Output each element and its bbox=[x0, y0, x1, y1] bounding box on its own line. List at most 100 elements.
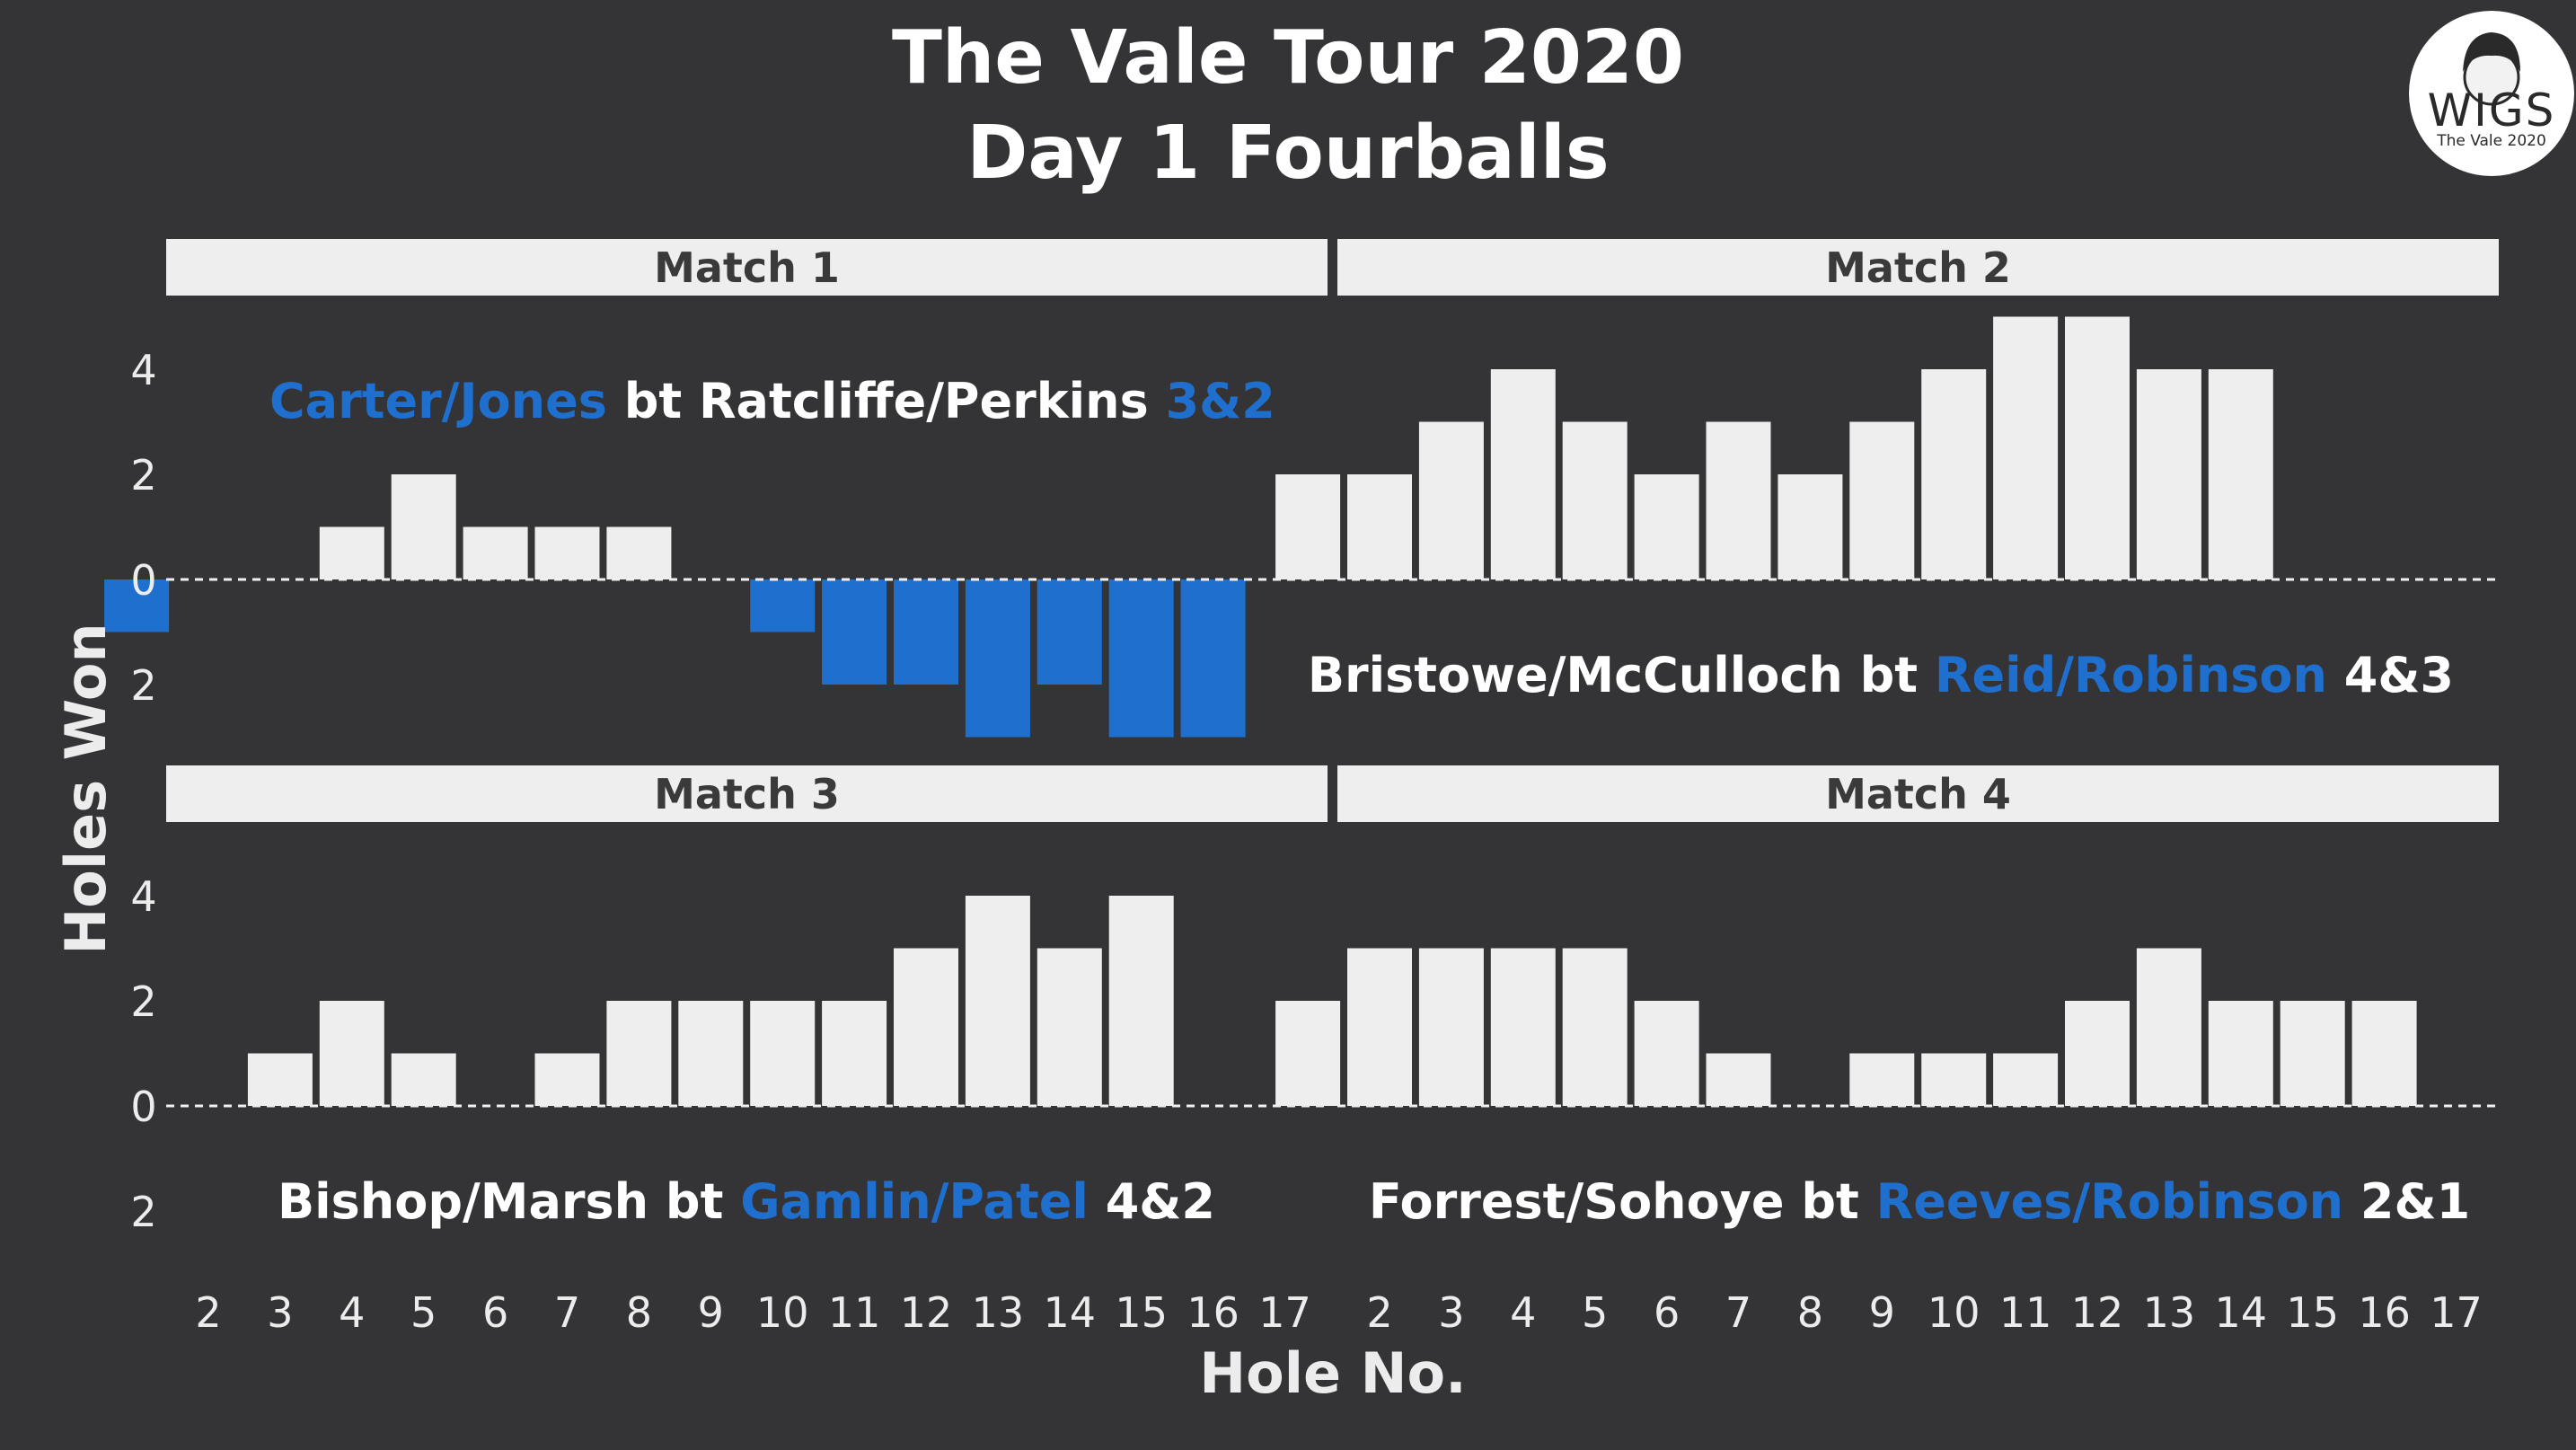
x-tick-label: 8 bbox=[626, 1288, 652, 1337]
annotation-segment: Forrest/Sohoye bt bbox=[1369, 1173, 1876, 1230]
annotation-segment: Reeves/Robinson bbox=[1876, 1173, 2344, 1230]
bar-match2-hole-13 bbox=[2136, 369, 2201, 579]
y-tick-label: 0 bbox=[130, 1083, 156, 1131]
bar-match3-hole-7 bbox=[534, 1053, 600, 1106]
x-tick-label: 13 bbox=[972, 1288, 1025, 1337]
bar-match2-hole-5 bbox=[1562, 421, 1628, 579]
bar-match4-hole-5 bbox=[1562, 948, 1628, 1106]
bar-match4-hole-3 bbox=[1418, 948, 1484, 1106]
bar-match1-hole-15 bbox=[1108, 579, 1174, 738]
hair-icon bbox=[2463, 32, 2520, 72]
bar-match3-hole-5 bbox=[391, 1053, 456, 1106]
bar-match4-hole-2 bbox=[1347, 948, 1412, 1106]
bar-match1-hole-12 bbox=[894, 579, 958, 685]
bar-match2-hole-4 bbox=[1490, 369, 1556, 579]
bar-match3-hole-10 bbox=[750, 1001, 816, 1106]
bar-match4-hole-16 bbox=[2351, 1001, 2417, 1106]
bar-match4-hole-13 bbox=[2136, 948, 2201, 1106]
bar-match1-hole-8 bbox=[606, 526, 672, 579]
x-tick-label: 11 bbox=[828, 1288, 881, 1337]
bar-match3-hole-13 bbox=[965, 896, 1030, 1106]
bar-match2-hole-14 bbox=[2208, 369, 2273, 579]
x-tick-label: 5 bbox=[1582, 1288, 1608, 1337]
facet-panel-2: Match 2 Bristowe/McCulloch bt Reid/Robins… bbox=[1275, 239, 2499, 703]
x-tick-label: 9 bbox=[1869, 1288, 1895, 1337]
bar-match1-hole-16 bbox=[1180, 579, 1246, 738]
x-tick-label: 15 bbox=[2286, 1288, 2339, 1337]
x-tick-label: 10 bbox=[1928, 1288, 1981, 1337]
x-axis-title: Hole No. bbox=[1199, 1340, 1466, 1406]
annotation-segment: Reid/Robinson bbox=[1935, 647, 2327, 703]
x-tick-label: 13 bbox=[2143, 1288, 2196, 1337]
bar-match2-hole-10 bbox=[1921, 369, 1987, 579]
match-result-annotation: Carter/Jones bt Ratcliffe/Perkins 3&2 bbox=[269, 373, 1275, 429]
bar-match3-hole-3 bbox=[247, 1053, 313, 1106]
x-tick-label: 14 bbox=[2215, 1288, 2268, 1337]
bar-match1-hole-7 bbox=[534, 526, 600, 579]
facet-strip bbox=[166, 239, 1328, 296]
bar-match1-hole-4 bbox=[319, 526, 384, 579]
x-tick-label: 14 bbox=[1044, 1288, 1097, 1337]
facet-panel-1: Match 1 Carter/Jones bt Ratcliffe/Perkins… bbox=[104, 239, 1328, 738]
annotation-segment: 3&2 bbox=[1166, 373, 1275, 429]
y-tick-label: 2 bbox=[130, 451, 156, 500]
annotation-segment: bt Ratcliffe/Perkins bbox=[607, 373, 1166, 429]
x-tick-label: 5 bbox=[410, 1288, 437, 1337]
chart-title-line-2: Day 1 Fourballs bbox=[966, 111, 1609, 196]
y-axis-ticks: 4 2 0 2 4 2 0 2 bbox=[130, 346, 156, 1236]
bar-match3-hole-11 bbox=[822, 1001, 887, 1106]
bar-match3-hole-4 bbox=[319, 1001, 384, 1106]
x-tick-label: 15 bbox=[1115, 1288, 1168, 1337]
facet-strip bbox=[166, 765, 1328, 822]
annotation-segment: 2&1 bbox=[2343, 1173, 2470, 1230]
bar-match2-hole-3 bbox=[1418, 421, 1484, 579]
x-tick-label: 17 bbox=[2430, 1288, 2483, 1337]
y-tick-label: 2 bbox=[130, 661, 156, 710]
x-tick-label: 4 bbox=[1510, 1288, 1536, 1337]
bar-match2-hole-8 bbox=[1778, 474, 1843, 579]
bar-match1-hole-6 bbox=[463, 526, 528, 579]
facet-panel-3: Match 3 Bishop/Marsh bt Gamlin/Patel 4&2 bbox=[166, 765, 1328, 1230]
y-tick-label: 2 bbox=[130, 977, 156, 1026]
y-tick-label: 2 bbox=[130, 1188, 156, 1236]
y-tick-label: 4 bbox=[130, 872, 156, 921]
chart-title-line-1: The Vale Tour 2020 bbox=[892, 15, 1684, 101]
bar-match4-hole-6 bbox=[1634, 1001, 1699, 1106]
annotation-segment: Gamlin/Patel bbox=[740, 1173, 1089, 1230]
bar-match4-hole-9 bbox=[1849, 1053, 1915, 1106]
facet-strip bbox=[1337, 765, 2499, 822]
bar-match1-hole-1 bbox=[104, 579, 170, 632]
bar-match2-hole-11 bbox=[1993, 316, 2059, 579]
x-tick-label: 7 bbox=[554, 1288, 580, 1337]
facet-strip-label: Match 4 bbox=[1825, 770, 2011, 818]
x-tick-label: 7 bbox=[1725, 1288, 1751, 1337]
x-tick-label: 12 bbox=[2071, 1288, 2124, 1337]
bar-match4-hole-1 bbox=[1275, 1001, 1341, 1106]
x-axis-ticks: 2 3 4 5 6 7 8 9 10 11 12 13 14 15 16 17 2 3 4 5 6 7 8 9 10 11 12 13… bbox=[195, 1288, 2482, 1337]
annotation-segment: 4&2 bbox=[1089, 1173, 1215, 1230]
bar-match3-hole-15 bbox=[1108, 896, 1174, 1106]
facet-panel-4: Match 4 Forrest/Sohoye bt Reeves/Robinson… bbox=[1275, 765, 2499, 1230]
facet-strip bbox=[1337, 239, 2499, 296]
bar-match4-hole-4 bbox=[1490, 948, 1556, 1106]
bar-match1-hole-13 bbox=[965, 579, 1030, 738]
logo-subtext: The Vale 2020 bbox=[2436, 132, 2546, 150]
x-tick-label: 3 bbox=[1438, 1288, 1464, 1337]
bar-match4-hole-11 bbox=[1993, 1053, 2059, 1106]
y-axis-title: Holes Won bbox=[53, 623, 119, 954]
bar-match3-hole-14 bbox=[1037, 948, 1102, 1106]
match-result-annotation: Bishop/Marsh bt Gamlin/Patel 4&2 bbox=[278, 1173, 1215, 1230]
bar-match2-hole-7 bbox=[1706, 421, 1771, 579]
x-tick-label: 8 bbox=[1797, 1288, 1823, 1337]
match-result-annotation: Bristowe/McCulloch bt Reid/Robinson 4&3 bbox=[1308, 647, 2454, 703]
bar-match2-hole-1 bbox=[1275, 474, 1341, 579]
x-tick-label: 17 bbox=[1258, 1288, 1311, 1337]
bar-match4-hole-12 bbox=[2065, 1001, 2130, 1106]
facet-strip-label: Match 1 bbox=[654, 243, 840, 292]
annotation-segment: Bishop/Marsh bt bbox=[278, 1173, 740, 1230]
bar-match3-hole-9 bbox=[678, 1001, 744, 1106]
bar-match4-hole-14 bbox=[2208, 1001, 2273, 1106]
logo: WIGS The Vale 2020 bbox=[2409, 11, 2574, 176]
bar-match3-hole-8 bbox=[606, 1001, 672, 1106]
facet-strip-label: Match 3 bbox=[654, 770, 840, 818]
